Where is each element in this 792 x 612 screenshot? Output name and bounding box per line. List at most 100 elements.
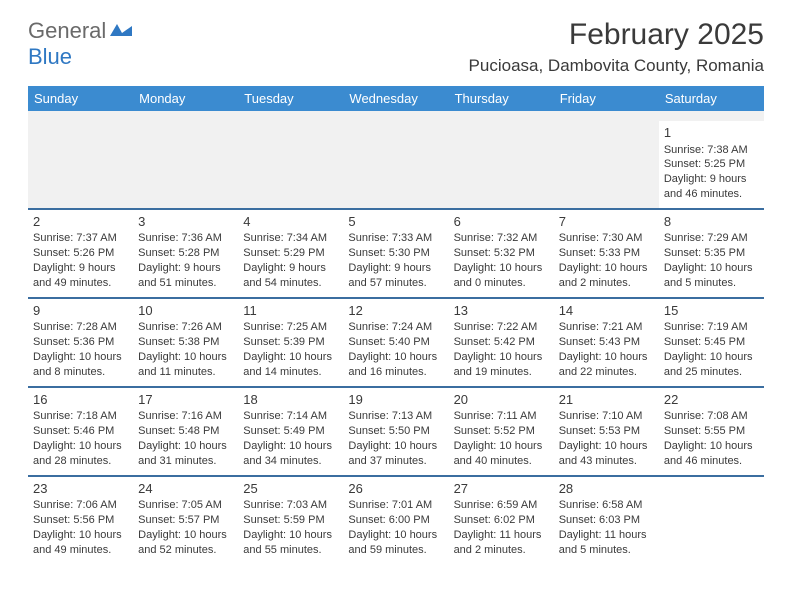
page-header: General Blue February 2025 Pucioasa, Dam…: [28, 18, 764, 76]
day-detail-line: and 54 minutes.: [243, 276, 338, 291]
day-cell: 3Sunrise: 7:36 AMSunset: 5:28 PMDaylight…: [133, 210, 238, 297]
day-number: 23: [33, 480, 128, 498]
day-detail-line: Sunrise: 7:30 AM: [559, 231, 654, 246]
day-detail-line: Daylight: 10 hours: [559, 439, 654, 454]
day-detail-line: Daylight: 9 hours: [243, 261, 338, 276]
dow-cell: Monday: [133, 86, 238, 111]
day-detail-line: Sunrise: 7:28 AM: [33, 320, 128, 335]
week-row: 2Sunrise: 7:37 AMSunset: 5:26 PMDaylight…: [28, 208, 764, 297]
day-detail-line: Sunset: 5:48 PM: [138, 424, 233, 439]
day-detail-line: and 46 minutes.: [664, 454, 759, 469]
day-cell: 7Sunrise: 7:30 AMSunset: 5:33 PMDaylight…: [554, 210, 659, 297]
day-detail-line: Sunset: 5:49 PM: [243, 424, 338, 439]
day-detail-line: Daylight: 10 hours: [243, 439, 338, 454]
dow-cell: Saturday: [659, 86, 764, 111]
day-detail-line: Daylight: 10 hours: [33, 439, 128, 454]
day-detail-line: Daylight: 10 hours: [454, 439, 549, 454]
day-detail-line: Daylight: 10 hours: [138, 439, 233, 454]
day-detail-line: and 49 minutes.: [33, 276, 128, 291]
day-detail-line: Daylight: 10 hours: [243, 528, 338, 543]
day-number: 22: [664, 391, 759, 409]
day-number: 21: [559, 391, 654, 409]
day-cell: 8Sunrise: 7:29 AMSunset: 5:35 PMDaylight…: [659, 210, 764, 297]
day-detail-line: Sunrise: 7:03 AM: [243, 498, 338, 513]
day-detail-line: and 2 minutes.: [559, 276, 654, 291]
day-detail-line: Sunrise: 7:14 AM: [243, 409, 338, 424]
day-detail-line: Sunset: 5:28 PM: [138, 246, 233, 261]
day-detail-line: Sunset: 5:56 PM: [33, 513, 128, 528]
day-detail-line: and 8 minutes.: [33, 365, 128, 380]
day-detail-line: Sunset: 5:43 PM: [559, 335, 654, 350]
day-detail-line: and 46 minutes.: [664, 187, 759, 202]
day-number: 14: [559, 302, 654, 320]
brand-logo: General Blue: [28, 18, 132, 70]
day-detail-line: Daylight: 10 hours: [664, 350, 759, 365]
day-cell: 2Sunrise: 7:37 AMSunset: 5:26 PMDaylight…: [28, 210, 133, 297]
day-detail-line: Sunrise: 7:32 AM: [454, 231, 549, 246]
day-cell: 23Sunrise: 7:06 AMSunset: 5:56 PMDayligh…: [28, 477, 133, 564]
day-detail-line: and 31 minutes.: [138, 454, 233, 469]
day-detail-line: Daylight: 10 hours: [348, 350, 443, 365]
day-number: 18: [243, 391, 338, 409]
day-detail-line: Daylight: 9 hours: [348, 261, 443, 276]
day-cell: 20Sunrise: 7:11 AMSunset: 5:52 PMDayligh…: [449, 388, 554, 475]
day-detail-line: Daylight: 10 hours: [454, 350, 549, 365]
day-detail-line: Sunset: 6:03 PM: [559, 513, 654, 528]
day-number: 2: [33, 213, 128, 231]
day-cell: 26Sunrise: 7:01 AMSunset: 6:00 PMDayligh…: [343, 477, 448, 564]
day-number: 6: [454, 213, 549, 231]
day-detail-line: and 28 minutes.: [33, 454, 128, 469]
day-detail-line: Daylight: 10 hours: [664, 261, 759, 276]
dow-cell: Wednesday: [343, 86, 448, 111]
calendar-page: General Blue February 2025 Pucioasa, Dam…: [0, 0, 792, 574]
day-detail-line: Sunset: 6:00 PM: [348, 513, 443, 528]
day-cell: 5Sunrise: 7:33 AMSunset: 5:30 PMDaylight…: [343, 210, 448, 297]
day-detail-line: Sunset: 5:53 PM: [559, 424, 654, 439]
day-detail-line: and 14 minutes.: [243, 365, 338, 380]
dow-cell: Friday: [554, 86, 659, 111]
day-detail-line: Sunset: 5:45 PM: [664, 335, 759, 350]
day-detail-line: Sunset: 5:35 PM: [664, 246, 759, 261]
day-detail-line: Daylight: 9 hours: [664, 172, 759, 187]
day-detail-line: Sunset: 5:36 PM: [33, 335, 128, 350]
day-detail-line: Sunset: 5:25 PM: [664, 157, 759, 172]
day-detail-line: Sunrise: 7:05 AM: [138, 498, 233, 513]
day-detail-line: and 11 minutes.: [138, 365, 233, 380]
day-number: 9: [33, 302, 128, 320]
day-detail-line: Sunset: 5:46 PM: [33, 424, 128, 439]
day-detail-line: Daylight: 10 hours: [348, 528, 443, 543]
month-title: February 2025: [469, 18, 764, 52]
day-detail-line: Daylight: 10 hours: [33, 350, 128, 365]
day-detail-line: and 57 minutes.: [348, 276, 443, 291]
day-detail-line: Sunset: 6:02 PM: [454, 513, 549, 528]
day-cell-empty: [554, 121, 659, 208]
day-detail-line: Sunset: 5:57 PM: [138, 513, 233, 528]
day-cell: 4Sunrise: 7:34 AMSunset: 5:29 PMDaylight…: [238, 210, 343, 297]
day-detail-line: Daylight: 10 hours: [559, 261, 654, 276]
day-detail-line: Sunset: 5:38 PM: [138, 335, 233, 350]
day-detail-line: Daylight: 10 hours: [138, 350, 233, 365]
day-number: 4: [243, 213, 338, 231]
title-block: February 2025 Pucioasa, Dambovita County…: [469, 18, 764, 76]
day-cell-empty: [28, 121, 133, 208]
weeks-container: 1Sunrise: 7:38 AMSunset: 5:25 PMDaylight…: [28, 121, 764, 564]
day-cell: 13Sunrise: 7:22 AMSunset: 5:42 PMDayligh…: [449, 299, 554, 386]
day-of-week-header: SundayMondayTuesdayWednesdayThursdayFrid…: [28, 86, 764, 111]
day-detail-line: Sunset: 5:52 PM: [454, 424, 549, 439]
day-cell: 28Sunrise: 6:58 AMSunset: 6:03 PMDayligh…: [554, 477, 659, 564]
day-number: 27: [454, 480, 549, 498]
day-detail-line: and 59 minutes.: [348, 543, 443, 558]
day-detail-line: Sunset: 5:30 PM: [348, 246, 443, 261]
day-number: 7: [559, 213, 654, 231]
day-detail-line: Sunrise: 7:24 AM: [348, 320, 443, 335]
day-detail-line: Daylight: 11 hours: [454, 528, 549, 543]
day-detail-line: Sunrise: 7:01 AM: [348, 498, 443, 513]
day-detail-line: and 43 minutes.: [559, 454, 654, 469]
day-detail-line: and 34 minutes.: [243, 454, 338, 469]
day-detail-line: Sunset: 5:40 PM: [348, 335, 443, 350]
day-detail-line: Daylight: 10 hours: [454, 261, 549, 276]
day-detail-line: and 40 minutes.: [454, 454, 549, 469]
day-detail-line: Daylight: 10 hours: [243, 350, 338, 365]
day-detail-line: and 55 minutes.: [243, 543, 338, 558]
day-cell: 16Sunrise: 7:18 AMSunset: 5:46 PMDayligh…: [28, 388, 133, 475]
